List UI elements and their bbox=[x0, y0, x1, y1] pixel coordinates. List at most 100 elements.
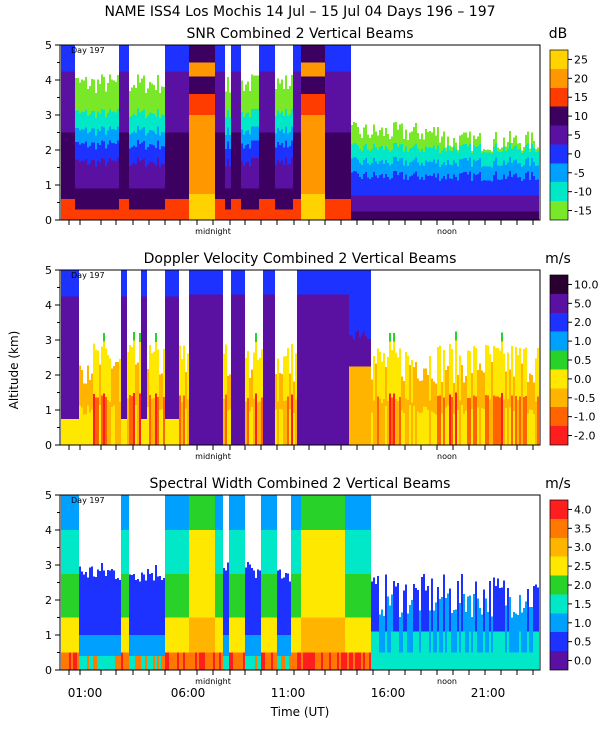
doppler-marker-midnight: midnight bbox=[195, 452, 231, 461]
spectral-width-ytick-label: 4 bbox=[45, 524, 52, 537]
spectral-width-colorbar-swatch bbox=[550, 594, 568, 614]
doppler-ytick-label: 3 bbox=[45, 334, 52, 347]
doppler-colorbar-label: -0.5 bbox=[574, 392, 595, 405]
y-axis-label: Altitude (km) bbox=[7, 331, 21, 410]
snr-colorbar-label: 25 bbox=[574, 53, 588, 66]
doppler-ytick-label: 0 bbox=[45, 439, 52, 452]
spectral-width-colorbar-swatch bbox=[550, 651, 568, 670]
snr-colorbar-swatch bbox=[550, 50, 568, 69]
doppler-colorbar-label: -2.0 bbox=[574, 430, 595, 443]
snr-colorbar-swatch bbox=[550, 87, 568, 107]
spectral-width-ytick-label: 0 bbox=[45, 664, 52, 677]
doppler-panel: Doppler Velocity Combined 2 Vertical Bea… bbox=[45, 251, 599, 461]
snr-unit-label: dB bbox=[549, 26, 568, 42]
snr-panel-title: SNR Combined 2 Vertical Beams bbox=[186, 26, 413, 42]
x-axis-label: Time (UT) bbox=[270, 705, 330, 719]
spectral-width-colorbar-label: 2.0 bbox=[574, 579, 592, 592]
doppler-ytick-label: 1 bbox=[45, 404, 52, 417]
doppler-colorbar-swatch bbox=[550, 426, 568, 445]
snr-colorbar-swatch bbox=[550, 182, 568, 202]
snr-colorbar-swatch bbox=[550, 106, 568, 126]
doppler-colorbar-label: 5.0 bbox=[574, 297, 592, 310]
doppler-colorbar-swatch bbox=[550, 350, 568, 370]
snr-marker-noon: noon bbox=[437, 227, 457, 236]
snr-heatmap-area bbox=[61, 45, 539, 220]
doppler-colorbar-swatch bbox=[550, 388, 568, 408]
spectral-width-colorbar-swatch bbox=[550, 613, 568, 633]
doppler-colorbar-label: 10.0 bbox=[574, 278, 599, 291]
spectral-width-colorbar-label: 4.0 bbox=[574, 503, 592, 516]
spectral-width-colorbar-swatch bbox=[550, 518, 568, 538]
doppler-heatmap-area bbox=[61, 270, 539, 445]
snr-panel: SNR Combined 2 Vertical Beams dB Day 197… bbox=[45, 26, 592, 236]
spectral-width-colorbar-swatch bbox=[550, 556, 568, 576]
doppler-colorbar-swatch bbox=[550, 275, 568, 294]
snr-colorbar-label: 10 bbox=[574, 110, 588, 123]
spectral-width-ytick-label: 5 bbox=[45, 489, 52, 502]
snr-ytick-label: 4 bbox=[45, 74, 52, 87]
spectral-width-xtick-label: 06:00 bbox=[171, 686, 206, 700]
spectral-width-colorbar-label: 3.0 bbox=[574, 541, 592, 554]
spectral-width-xtick-label: 16:00 bbox=[371, 686, 406, 700]
doppler-panel-title: Doppler Velocity Combined 2 Vertical Bea… bbox=[144, 251, 457, 267]
snr-colorbar: 25 20 15 10 5 0 -5 -10 -15 bbox=[549, 49, 592, 221]
snr-colorbar-swatch bbox=[550, 68, 568, 88]
spectral-width-xtick-label: 21:00 bbox=[471, 686, 506, 700]
doppler-colorbar-label: 0.0 bbox=[574, 373, 592, 386]
spectral-width-colorbar-label: 3.5 bbox=[574, 522, 592, 535]
spectral-width-colorbar-swatch bbox=[550, 632, 568, 652]
doppler-unit-label: m/s bbox=[545, 251, 571, 267]
spectral-width-marker-midnight: midnight bbox=[195, 677, 231, 686]
spectral-width-colorbar-swatch bbox=[550, 537, 568, 557]
spectral-width-marker-noon: noon bbox=[437, 677, 457, 686]
doppler-ytick-label: 2 bbox=[45, 369, 52, 382]
spectral-width-heatmap-area bbox=[61, 495, 539, 670]
snr-ytick-label: 1 bbox=[45, 179, 52, 192]
spectral-width-colorbar-label: 1.0 bbox=[574, 617, 592, 630]
snr-axes: 0 1 2 3 4 5 midnight noon bbox=[45, 39, 534, 236]
doppler-colorbar-label: -1.0 bbox=[574, 411, 595, 424]
doppler-colorbar: 10.0 5.0 2.0 1.0 0.5 0.0 -0.5 -1.0 -2.0 bbox=[549, 274, 599, 446]
doppler-colorbar-label: 1.0 bbox=[574, 335, 592, 348]
snr-ytick-label: 5 bbox=[45, 39, 52, 52]
doppler-colorbar-swatch bbox=[550, 407, 568, 427]
doppler-colorbar-label: 0.5 bbox=[574, 354, 592, 367]
spectral-width-colorbar-swatch bbox=[550, 500, 568, 519]
doppler-ytick-label: 4 bbox=[45, 299, 52, 312]
snr-ytick-label: 0 bbox=[45, 214, 52, 227]
spectral-width-colorbar-label: 0.5 bbox=[574, 636, 592, 649]
spectral-width-xtick-label: 11:00 bbox=[271, 686, 306, 700]
snr-colorbar-label: 15 bbox=[574, 91, 588, 104]
snr-ytick-label: 2 bbox=[45, 144, 52, 157]
snr-colorbar-swatch bbox=[550, 144, 568, 164]
spectral-width-unit-label: m/s bbox=[545, 476, 571, 492]
snr-colorbar-swatch bbox=[550, 163, 568, 183]
snr-colorbar-label: -15 bbox=[574, 205, 592, 218]
spectral-width-ytick-label: 2 bbox=[45, 594, 52, 607]
snr-colorbar-label: 5 bbox=[574, 129, 581, 142]
spectral-width-ytick-label: 1 bbox=[45, 629, 52, 642]
snr-colorbar-swatch bbox=[550, 125, 568, 145]
snr-colorbar-swatch bbox=[550, 201, 568, 220]
snr-colorbar-label: -5 bbox=[574, 167, 585, 180]
spectral-width-panel-title: Spectral Width Combined 2 Vertical Beams bbox=[150, 476, 451, 492]
spectral-width-colorbar-label: 0.0 bbox=[574, 655, 592, 668]
doppler-ytick-label: 5 bbox=[45, 264, 52, 277]
snr-colorbar-label: -10 bbox=[574, 186, 592, 199]
snr-marker-midnight: midnight bbox=[195, 227, 231, 236]
spectral-width-colorbar-label: 2.5 bbox=[574, 560, 592, 573]
spectral-width-colorbar-label: 1.5 bbox=[574, 598, 592, 611]
spectral-width-day-label: Day 197 bbox=[71, 496, 105, 505]
doppler-colorbar-swatch bbox=[550, 331, 568, 351]
spectral-width-panel: Spectral Width Combined 2 Vertical Beams… bbox=[45, 476, 592, 700]
doppler-colorbar-swatch bbox=[550, 369, 568, 389]
spectral-width-colorbar-swatch bbox=[550, 575, 568, 595]
spectral-width-ytick-label: 3 bbox=[45, 559, 52, 572]
spectral-width-xtick-label: 01:00 bbox=[68, 686, 103, 700]
doppler-day-label: Day 197 bbox=[71, 271, 105, 280]
spectral-width-colorbar: 4.0 3.5 3.0 2.5 2.0 1.5 1.0 0.5 0.0 bbox=[549, 499, 592, 671]
snr-day-label: Day 197 bbox=[71, 46, 105, 55]
snr-ytick-label: 3 bbox=[45, 109, 52, 122]
doppler-colorbar-label: 2.0 bbox=[574, 316, 592, 329]
